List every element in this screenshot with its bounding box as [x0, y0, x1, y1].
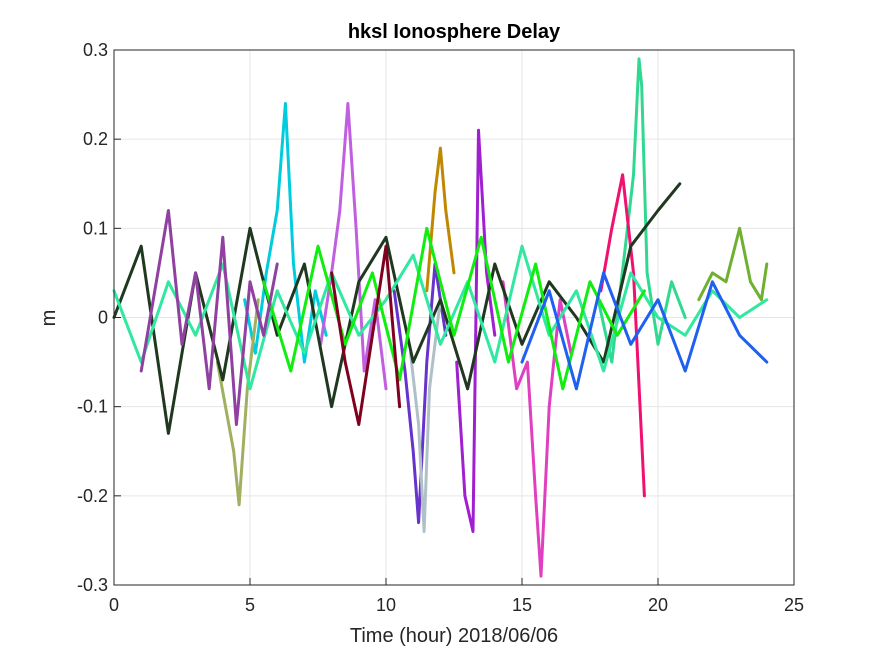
y-tick-label: 0.1 — [83, 218, 108, 238]
series-line-14 — [262, 226, 646, 391]
series-layer — [112, 57, 769, 578]
x-axis-label: Time (hour) 2018/06/06 — [350, 625, 558, 647]
series-line-16 — [139, 209, 279, 426]
x-tick-label: 10 — [376, 595, 396, 615]
series-line-7 — [455, 128, 497, 533]
grid-lines — [113, 49, 795, 586]
series-line-1 — [243, 102, 328, 364]
y-tick-label: -0.1 — [77, 397, 108, 417]
series-line-13 — [112, 244, 769, 391]
series-line-10 — [599, 173, 646, 498]
x-tick-label: 25 — [784, 595, 804, 615]
x-tick-labels: 0 5 10 15 20 25 — [109, 595, 804, 615]
series-line-2 — [319, 102, 388, 391]
x-tick-label: 20 — [648, 595, 668, 615]
x-tick-label: 0 — [109, 595, 119, 615]
y-axis-label: m — [38, 310, 60, 327]
chart-title: hksl Ionosphere Delay — [348, 21, 561, 43]
series-line-4 — [501, 280, 573, 578]
x-tick-label: 15 — [512, 595, 532, 615]
series-line-9 — [425, 146, 456, 293]
y-tick-label: 0 — [98, 308, 108, 328]
series-line-17 — [330, 244, 402, 426]
y-tick-label: -0.3 — [77, 575, 108, 595]
y-tick-labels: -0.3 -0.2 -0.1 0 0.1 0.2 0.3 — [77, 40, 108, 595]
series-line-12 — [112, 182, 682, 435]
y-tick-label: 0.3 — [83, 40, 108, 60]
series-line-6 — [409, 298, 442, 533]
series-line-11 — [697, 226, 769, 302]
tick-marks — [113, 49, 795, 586]
series-line-15 — [520, 271, 769, 391]
series-line-8 — [215, 298, 260, 507]
y-tick-label: -0.2 — [77, 486, 108, 506]
y-tick-label: 0.2 — [83, 129, 108, 149]
x-tick-label: 5 — [245, 595, 255, 615]
